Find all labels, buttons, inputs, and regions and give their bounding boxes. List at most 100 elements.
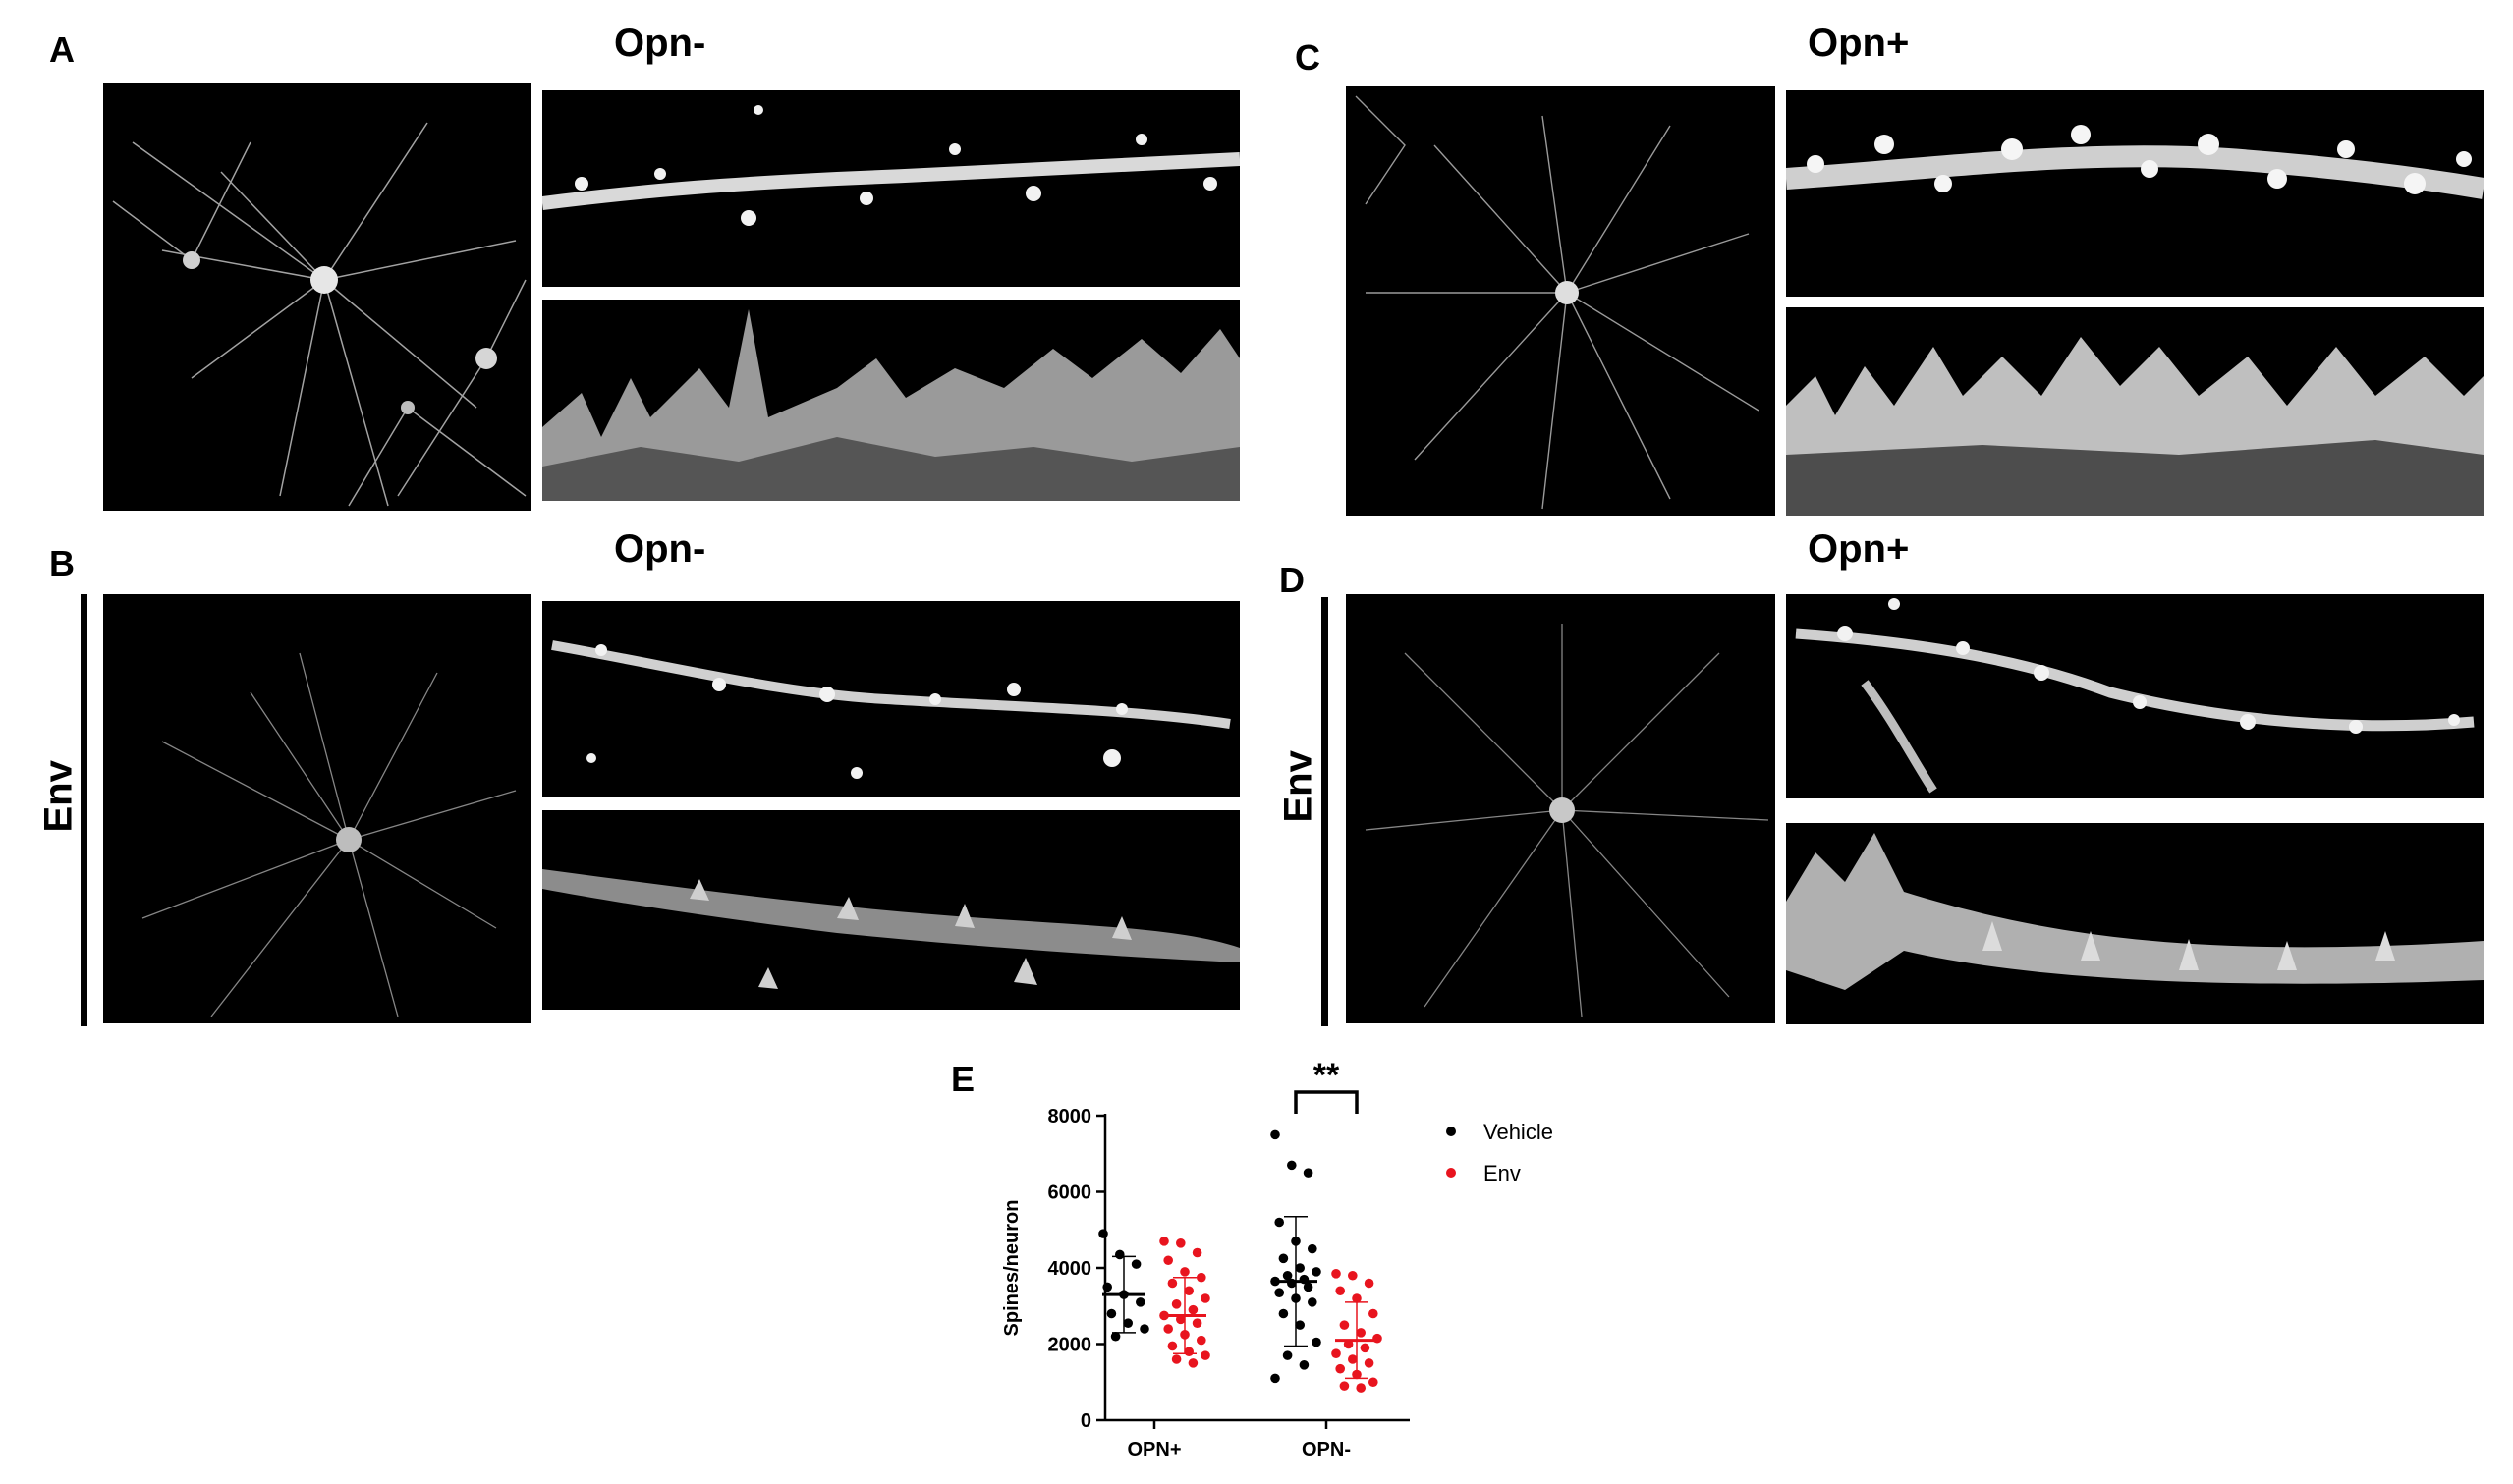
point-Vehicle-OPN--18 — [1295, 1320, 1305, 1330]
panel-title-c: Opn+ — [1808, 22, 1910, 65]
point-Vehicle-OPN--19 — [1312, 1337, 1321, 1347]
point-Env-OPN--16 — [1368, 1377, 1378, 1388]
panel-label-d: D — [1279, 560, 1305, 600]
point-Env-OPN+-21 — [1188, 1358, 1199, 1368]
dendrite-image-b-art — [551, 640, 1231, 779]
point-Env-OPN+-17 — [1167, 1341, 1178, 1351]
point-Vehicle-OPN--15 — [1291, 1293, 1301, 1303]
point-Env-OPN--10 — [1360, 1343, 1370, 1353]
point-Env-OPN+-3 — [1163, 1255, 1173, 1266]
point-Env-OPN+-9 — [1171, 1299, 1182, 1309]
point-Vehicle-OPN+-6 — [1106, 1308, 1117, 1319]
point-Vehicle-OPN--14 — [1274, 1288, 1284, 1297]
x-tick-label-0: OPN+ — [1127, 1439, 1181, 1460]
dendrite-image-c-art — [1786, 125, 2484, 199]
point-Env-OPN--5 — [1368, 1308, 1378, 1319]
surface-plot-image-d — [1786, 823, 2484, 1024]
point-Vehicle-OPN--20 — [1282, 1350, 1293, 1360]
point-Env-OPN--18 — [1356, 1383, 1366, 1393]
point-Vehicle-OPN+-0 — [1098, 1229, 1108, 1238]
group-bar-d — [1321, 597, 1328, 1026]
point-Vehicle-OPN+-8 — [1140, 1324, 1149, 1334]
point-Vehicle-OPN+-1 — [1115, 1249, 1125, 1260]
neuron-image-d — [1346, 594, 1775, 1023]
panel-title-d: Opn+ — [1808, 527, 1910, 571]
surface-plot-image-c — [1786, 307, 2484, 516]
point-Env-OPN+-14 — [1163, 1324, 1173, 1334]
panel-label-e: E — [951, 1059, 976, 1099]
surface-plot-image-d-art — [1786, 833, 2484, 990]
group-bar-b — [81, 594, 87, 1026]
point-Vehicle-OPN--6 — [1278, 1253, 1289, 1264]
point-Env-OPN--4 — [1352, 1293, 1362, 1303]
dendrite-image-c — [1786, 90, 2484, 297]
point-Vehicle-OPN+-9 — [1110, 1331, 1121, 1342]
point-Env-OPN--13 — [1364, 1358, 1374, 1368]
point-Env-OPN+-15 — [1180, 1330, 1190, 1340]
point-Env-OPN--17 — [1339, 1381, 1350, 1391]
spines-scatter-chart: 0 2000 4000 6000 8000 Spines/neuron OPN+ OPN- **… — [982, 1051, 1670, 1479]
neuron-image-c — [1346, 86, 1775, 516]
point-Env-OPN--3 — [1335, 1286, 1345, 1296]
point-Vehicle-OPN--17 — [1278, 1308, 1289, 1319]
point-Env-OPN+-5 — [1197, 1272, 1206, 1283]
panel-title-a: Opn- — [614, 22, 706, 65]
y-tick-label-0: 0 — [1081, 1410, 1091, 1432]
point-Vehicle-OPN--4 — [1291, 1237, 1301, 1246]
neuron-image-b-art — [141, 652, 517, 1017]
dendrite-image-d-art — [1795, 598, 2475, 794]
surface-plot-image-a-art — [542, 309, 1240, 501]
dendrite-image-a-art — [542, 105, 1240, 226]
point-Vehicle-OPN--13 — [1303, 1282, 1313, 1292]
point-Vehicle-OPN--2 — [1303, 1168, 1313, 1178]
neuron-image-d-art — [1365, 624, 1769, 1017]
neuron-image-a-art — [112, 122, 527, 507]
point-Vehicle-OPN--8 — [1312, 1267, 1321, 1277]
point-Env-OPN+-10 — [1188, 1304, 1199, 1315]
x-tick-label-1: OPN- — [1302, 1439, 1351, 1460]
point-Env-OPN--15 — [1352, 1369, 1362, 1380]
panel-label-b: B — [49, 543, 75, 583]
panel-label-c: C — [1295, 37, 1320, 78]
point-Env-OPN+-1 — [1176, 1238, 1186, 1248]
point-Vehicle-OPN+-3 — [1102, 1282, 1112, 1292]
point-Env-OPN+-4 — [1180, 1267, 1190, 1277]
neuron-image-a — [103, 83, 531, 511]
dendrite-image-b — [542, 601, 1240, 797]
chart-svg: 0 2000 4000 6000 8000 Spines/neuron OPN+ OPN- **… — [1001, 1057, 1553, 1460]
legend-marker-Vehicle — [1446, 1127, 1456, 1136]
point-Env-OPN+-19 — [1201, 1350, 1210, 1360]
dendrite-image-d — [1786, 594, 2484, 798]
legend-label-Vehicle: Vehicle — [1483, 1120, 1553, 1144]
point-Vehicle-OPN--5 — [1308, 1243, 1317, 1254]
point-Env-OPN+-13 — [1192, 1318, 1202, 1328]
point-Env-OPN+-18 — [1184, 1347, 1194, 1357]
point-Vehicle-OPN--0 — [1270, 1129, 1280, 1140]
surface-plot-image-b — [542, 810, 1240, 1010]
group-label-b: Env — [36, 760, 81, 833]
point-Vehicle-OPN--1 — [1287, 1160, 1297, 1171]
legend-label-Env: Env — [1483, 1161, 1521, 1185]
surface-plot-image-a — [542, 300, 1240, 501]
point-Vehicle-OPN--21 — [1299, 1360, 1310, 1370]
point-Vehicle-OPN+-7 — [1123, 1318, 1133, 1328]
point-Env-OPN--6 — [1339, 1320, 1350, 1330]
point-Vehicle-OPN--22 — [1270, 1373, 1280, 1384]
point-Env-OPN--7 — [1356, 1328, 1366, 1338]
point-Env-OPN--1 — [1348, 1270, 1358, 1281]
significance-bracket — [1294, 1090, 1359, 1114]
point-Env-OPN--2 — [1364, 1278, 1374, 1289]
point-Vehicle-OPN--9 — [1282, 1270, 1293, 1281]
point-Env-OPN+-7 — [1184, 1286, 1194, 1296]
y-tick-label-6000: 6000 — [1048, 1182, 1092, 1204]
point-Env-OPN--11 — [1331, 1348, 1341, 1358]
y-axis-label: Spines/neuron — [1001, 1200, 1023, 1337]
panel-label-a: A — [49, 29, 75, 70]
point-Env-OPN--0 — [1331, 1269, 1341, 1279]
point-Env-OPN--14 — [1335, 1363, 1345, 1374]
point-Vehicle-OPN+-2 — [1131, 1259, 1142, 1269]
neuron-image-c-art — [1355, 95, 1759, 510]
dendrite-image-a — [542, 90, 1240, 287]
point-Env-OPN+-8 — [1201, 1293, 1210, 1303]
point-Vehicle-OPN--16 — [1308, 1297, 1317, 1307]
